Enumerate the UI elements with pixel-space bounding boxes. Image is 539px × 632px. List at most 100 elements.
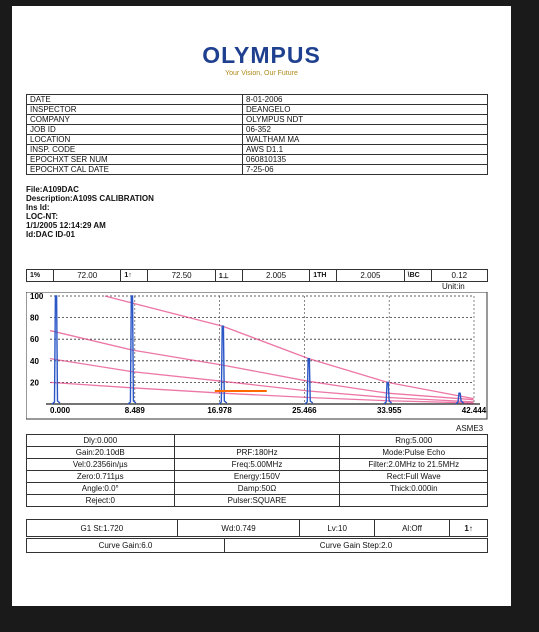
gate-label: 1TH [309,269,338,282]
gate-value: 72.00 [52,269,122,282]
info-row: EPOCHXT SER NUM 060810135 [26,154,488,165]
info-key: COMPANY [26,114,243,125]
info-value: AWS D1.1 [242,144,488,155]
info-value: 06-352 [242,124,488,135]
info-value: 8-01-2006 [242,94,488,105]
settings-row: Angle:0.0° Damp:50Ω Thick:0.000in [26,482,488,495]
info-row: EPOCHXT CAL DATE 7-25-06 [26,164,488,175]
settings-cell: Vel:0.2356in/µs [26,458,175,471]
y-tick-label: 20 [30,378,39,387]
info-table: DATE 8-01-2006 INSPECTOR DEANGELO COMPANY OLY… [26,94,488,175]
gate-readings: 1% 72.00 1↑ 72.50 1⊥ 2.005 1TH 2.005 \BC… [26,269,489,282]
info-row: INSP. CODE AWS D1.1 [26,144,488,155]
settings-cell: Reject:0 [26,494,175,507]
meta-line: Ins Id: [26,203,50,212]
info-value: 060810135 [242,154,488,165]
info-row: JOB ID 06-352 [26,124,488,135]
info-key: LOCATION [26,134,243,145]
plot-caption: ASME3 [456,424,484,433]
echo-peak [455,392,465,405]
curve-gain-row: Curve Gain:6.0 Curve Gain Step:2.0 [26,538,489,553]
echo-peak [127,295,137,405]
settings-cell: Energy:150V [173,470,341,483]
settings-cell: Damp:50Ω [173,482,341,495]
echo-peak [304,357,314,405]
info-key: EPOCHXT SER NUM [26,154,243,165]
x-tick-label: 16.978 [207,406,232,415]
gate-value: 72.50 [147,269,216,282]
x-tick-label: 0.000 [50,406,71,415]
info-value: WALTHAM MA [242,134,488,145]
echo-peak [218,325,228,405]
settings-cell: Thick:0.000in [339,482,488,495]
settings-row: Dly:0.000 Rng:5.000 [26,434,488,447]
info-key: DATE [26,94,243,105]
settings-table: Dly:0.000 Rng:5.000 Gain:20.10dB PRF:180Hz M… [26,434,488,507]
settings-cell: Mode:Pulse Echo [339,446,488,459]
info-value: 7-25-06 [242,164,488,175]
settings-row: Vel:0.2356in/µs Freq:5.00MHz Filter:2.0MHz… [26,458,488,471]
info-key: INSP. CODE [26,144,243,155]
settings-cell: Angle:0.0° [26,482,175,495]
gate-label: \BC [403,269,432,282]
curve-gain: Curve Gain:6.0 [26,538,225,553]
x-tick-label: 8.489 [125,406,146,415]
gate-label: 1⊥ [214,269,243,282]
y-tick-label: 60 [30,335,39,344]
settings-cell: Zero:0.711µs [26,470,175,483]
meta-line: File:A109DAC [26,185,79,194]
settings-row: Zero:0.711µs Energy:150V Rect:Full Wave [26,470,488,483]
echo-peak [383,381,393,405]
report-sheet: OLYMPUS Your Vision, Our Future DATE 8-01… [12,6,511,606]
info-key: EPOCHXT CAL DATE [26,164,243,175]
gate-settings-row: G1 St:1.720 Wd:0.749 Lv:10 Al:Off 1↑ [26,519,488,537]
settings-cell: Rng:5.000 [339,434,488,447]
settings-cell [339,494,488,507]
logo-tagline: Your Vision, Our Future [225,70,298,77]
settings-cell [173,434,341,447]
meta-line: Description:A109S CALIBRATION [26,194,154,203]
dac-curve [49,329,474,401]
file-meta: File:A109DAC Description:A109S CALIBRATI… [26,185,154,239]
info-value: OLYMPUS NDT [242,114,488,125]
info-value: DEANGELO [242,104,488,115]
curve-gain-step: Curve Gain Step:2.0 [223,538,489,553]
gate-start: G1 St:1.720 [26,519,178,537]
settings-row: Gain:20.10dB PRF:180Hz Mode:Pulse Echo [26,446,488,459]
settings-cell: PRF:180Hz [173,446,341,459]
logo-brand: OLYMPUS [202,42,321,68]
dac-curve [49,357,474,403]
info-row: COMPANY OLYMPUS NDT [26,114,488,125]
logo: OLYMPUS Your Vision, Our Future [12,42,511,77]
plot-frame [26,292,488,420]
gate-mode: 1↑ [449,519,488,537]
meta-line: 1/1/2005 12:14:29 AM [26,221,106,230]
gate-value: 2.005 [241,269,311,282]
info-row: INSPECTOR DEANGELO [26,104,488,115]
gate-value: 0.12 [430,269,489,282]
echo-peak [51,295,61,405]
gate-value: 2.005 [336,269,405,282]
y-tick-label: 100 [30,292,44,301]
gate-label: 1% [26,269,54,282]
gate-level: Lv:10 [299,519,375,537]
settings-cell: Rect:Full Wave [339,470,488,483]
x-tick-label: 33.955 [377,406,402,415]
settings-cell: Pulser:SQUARE [173,494,341,507]
info-row: DATE 8-01-2006 [26,94,488,105]
gate-label: 1↑ [120,269,149,282]
meta-line: LOC-NT: [26,212,58,221]
alarm-state: Al:Off [373,519,451,537]
y-tick-label: 80 [30,314,39,323]
dac-curve [49,381,474,404]
settings-cell: Dly:0.000 [26,434,175,447]
info-key: INSPECTOR [26,104,243,115]
settings-cell: Gain:20.10dB [26,446,175,459]
unit-label: Unit:in [442,282,465,291]
settings-row: Reject:0 Pulser:SQUARE [26,494,488,507]
info-row: LOCATION WALTHAM MA [26,134,488,145]
x-tick-label: 25.466 [292,406,317,415]
y-tick-label: 40 [30,357,39,366]
settings-cell: Filter:2.0MHz to 21.5MHz [339,458,488,471]
meta-line: Id:DAC ID-01 [26,230,75,239]
